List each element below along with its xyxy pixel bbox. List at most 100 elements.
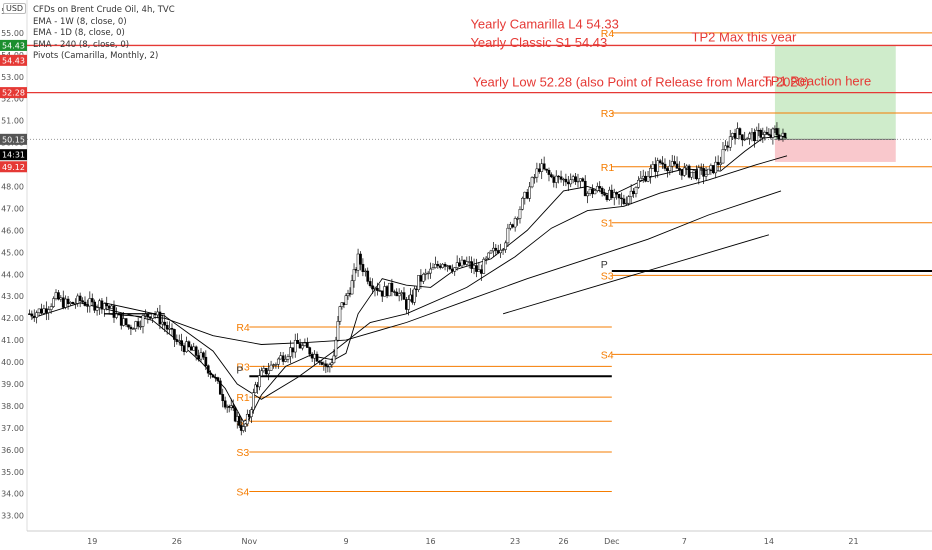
candle-body [724,145,727,150]
legend-pivots[interactable]: Pivots (Camarilla, Monthly, 2) [33,51,159,61]
pivot-label: P [236,364,243,376]
candle-body [593,190,597,195]
candle-body [482,258,486,274]
candle-body [284,359,287,362]
candle-body [750,132,754,135]
candle-body [383,286,387,297]
candle-body [566,181,570,185]
candle-body [163,321,167,326]
candle-body [663,163,667,169]
candle-body [557,175,560,178]
candle-body [338,306,342,322]
candle-body [783,132,787,138]
x-tick-label: 19 [87,537,97,546]
candle-body [395,291,399,297]
y-tick-label: 55.00 [1,29,24,38]
candle-body [709,165,713,170]
candle-body [598,186,602,189]
candle-body [666,168,669,172]
candle-body [371,285,374,290]
candle-body [86,305,89,307]
candle-body [489,250,493,254]
candle-body [438,265,442,268]
candle-body [627,196,631,204]
x-tick-label: 9 [343,537,348,546]
candle-body [296,340,300,344]
annotations: Yearly Camarilla L4 54.33 Yearly Classic … [470,17,871,90]
legend-ema-1w[interactable]: EMA - 1W (8, close, 0) [33,16,127,27]
candle-body [605,194,609,200]
candle-body [318,361,321,363]
price-badge-label: 52.28 [2,89,25,98]
candle-body [324,363,328,367]
candle-body [245,414,249,425]
y-tick-label: 34.00 [1,490,24,499]
price-badge [0,161,27,173]
candle-body [639,177,643,181]
pivot-label: R3 [236,361,250,373]
price-badge [0,133,27,145]
candle-body [127,324,130,328]
legend-ema-240[interactable]: EMA - 240 (8, close, 0) [33,39,130,50]
candle-body [617,193,621,199]
candle-body [699,167,703,169]
candle-body [562,178,565,181]
candle-body [472,265,476,269]
candle-body [644,175,647,182]
long-position-box [774,45,896,162]
candle-body [761,134,765,138]
candle-body [301,345,304,349]
candle-body [455,262,459,268]
candle-body [378,290,382,292]
candle-body [765,132,769,135]
legend-ema-1d[interactable]: EMA - 1D (8, close, 0) [33,28,125,38]
candle-body [361,264,365,272]
candle-body [547,170,551,175]
candle-body [508,224,512,229]
candle-body [550,174,553,178]
y-tick-label: 47.00 [1,204,24,213]
candle-body [641,175,645,179]
candle-body [535,168,539,178]
candle-body [413,288,416,303]
candle-body [525,191,529,199]
candle-body [281,355,285,362]
candle-body [134,321,138,329]
annotation-text: TP1 Reaction here [763,74,871,89]
candle-body [185,341,188,352]
currency-badge[interactable]: USD [3,3,27,14]
candle-body [330,362,334,365]
candle-body [344,295,348,305]
candle-body [443,263,447,267]
candle-body [211,374,215,378]
candle-body [603,193,606,196]
candle-body [78,295,82,301]
price-badges: 54.43 54.43 52.28 50.15 14:31 49.12 [0,39,27,173]
candle-body [262,368,266,372]
candle-body [216,377,220,382]
candle-body [124,318,128,326]
y-tick-label: 36.00 [1,446,24,455]
candle-body [308,347,312,355]
candle-body [107,305,111,309]
pivot-label: R1 [601,162,615,174]
candle-body [583,180,587,197]
y-tick-label: 39.00 [1,380,24,389]
candle-body [334,339,338,357]
candle-body [743,138,747,141]
candle-body [373,288,377,290]
y-tick-label: 42.00 [1,314,24,323]
candle-body [105,303,109,307]
candle-body [272,364,275,366]
candle-body [581,178,585,182]
candle-body [670,161,674,167]
legend-symbol[interactable]: CFDs on Brent Crude Oil, 4h, TVC [33,5,175,15]
candle-body [682,167,686,176]
candle-body [173,329,176,340]
candle-body [66,298,70,305]
y-tick-label: 40.00 [1,358,24,367]
candle-body [119,313,123,326]
candle-body [759,130,763,138]
candle-body [93,301,97,311]
